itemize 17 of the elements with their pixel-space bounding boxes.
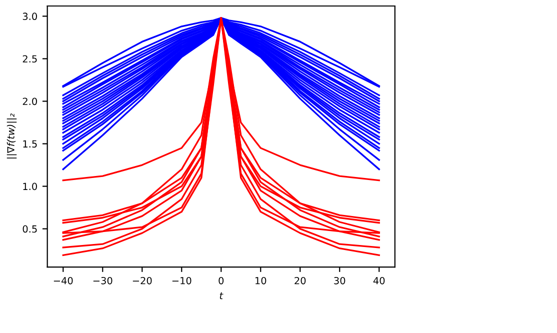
x-tick-label: 40 — [373, 276, 385, 284]
x-tick-label: −40 — [54, 276, 73, 284]
x-tick-label: 0 — [218, 276, 224, 284]
y-axis-title: ||∇f(tw)||₂ — [6, 114, 17, 158]
y-tick-label: 2.5 — [22, 55, 37, 63]
y-tick-label: 3.0 — [22, 12, 37, 20]
x-tick-label: −30 — [93, 276, 112, 284]
y-tick-label: 1.5 — [23, 140, 37, 148]
x-tick-label: −10 — [172, 276, 192, 284]
x-tick-label: −20 — [132, 276, 152, 284]
y-tick-label: 0.5 — [22, 225, 37, 233]
y-tick-label: 1.0 — [23, 182, 37, 190]
x-tick-label: 20 — [294, 276, 306, 284]
x-tick-label: 10 — [256, 276, 266, 284]
x-tick-label: 30 — [334, 276, 346, 284]
y-tick-label: 2.0 — [22, 98, 37, 106]
x-axis-title: t — [220, 292, 224, 300]
